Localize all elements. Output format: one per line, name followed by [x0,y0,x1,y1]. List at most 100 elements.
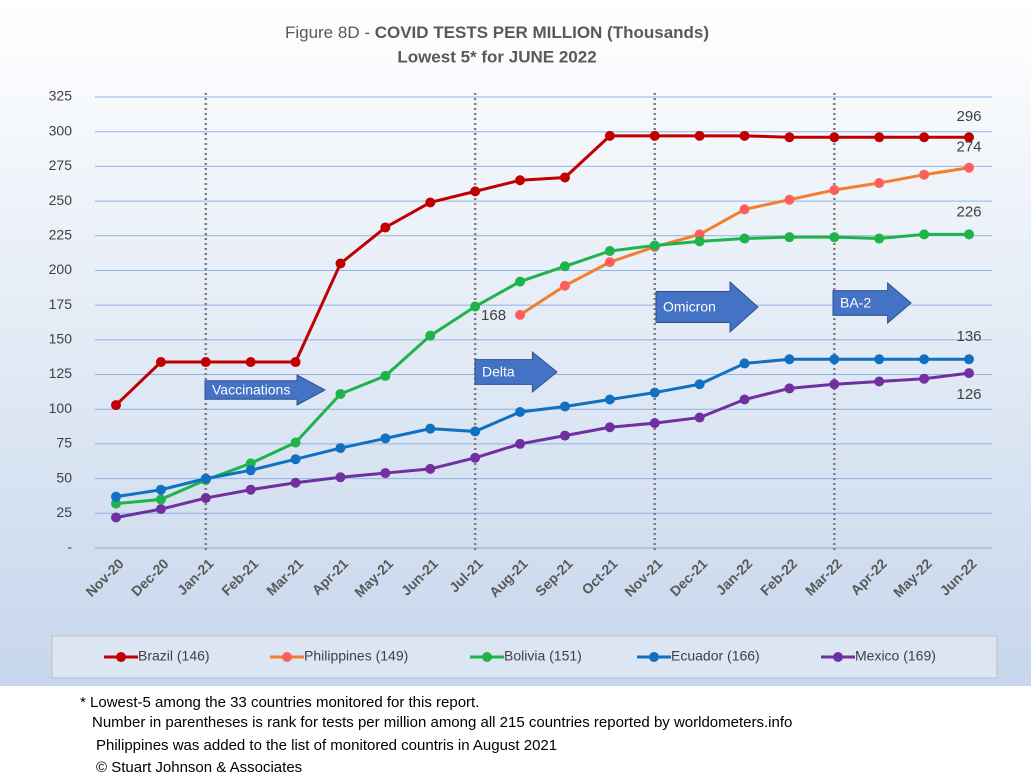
data-point [425,197,436,208]
legend-label: Bolivia (151) [504,648,582,664]
title-prefix: Figure 8D - [285,23,375,42]
data-point [964,354,974,365]
data-point [739,204,750,215]
data-point [874,376,885,387]
footnote: * Lowest-5 among the 33 countries monito… [80,694,479,711]
data-point [470,301,481,312]
data-point [335,258,346,269]
data-point [919,354,930,365]
legend-marker [482,652,492,662]
data-point [380,222,391,233]
event-arrow [474,350,558,394]
data-point [649,387,660,398]
data-point [829,354,840,365]
y-tick-label: 150 [49,331,73,347]
event-arrow [655,280,759,334]
data-point [111,400,121,411]
data-point [515,407,526,418]
y-tick-label: 250 [49,192,73,208]
data-point [829,132,840,143]
data-point [919,229,930,240]
chart-title: Figure 8D - COVID TESTS PER MILLION (Tho… [285,23,709,42]
data-point [964,229,974,240]
data-point [559,261,570,272]
data-point [964,368,974,379]
legend-marker [649,652,659,662]
data-point [919,132,930,143]
y-tick-label: 75 [56,435,72,451]
data-point [874,354,885,365]
series-line [115,371,970,519]
y-tick-label: 175 [49,296,73,312]
data-point [784,132,795,143]
data-point [111,498,121,509]
chart-background [0,0,1031,686]
data-point [155,357,166,368]
footnote: Philippines was added to the list of mon… [96,737,557,754]
data-point [964,132,974,143]
data-point [694,379,705,390]
data-point [739,233,750,244]
data-point [964,162,974,173]
data-point [559,172,570,183]
data-point [335,443,346,454]
data-point [470,452,481,463]
value-label: 136 [956,328,981,345]
y-tick-label: 200 [49,261,73,277]
y-tick-label: 25 [56,504,72,520]
data-point [515,175,526,186]
series-line [114,134,969,407]
data-point [290,477,301,488]
data-point [739,130,750,141]
y-tick-label: 50 [56,469,72,485]
data-point [829,379,840,390]
data-point [829,232,840,243]
y-tick-label: 225 [49,226,73,242]
data-point [649,240,660,251]
data-point [335,388,346,399]
data-point [604,394,615,405]
data-point [604,257,615,268]
data-point [245,465,256,476]
data-point [470,186,481,197]
data-point [874,178,885,189]
data-point [559,280,570,291]
data-point [155,484,166,495]
data-point [604,130,615,141]
data-point [425,423,436,434]
legend-marker [833,652,843,662]
data-point [380,468,391,479]
event-label: Vaccinations [212,382,290,398]
data-point [200,357,211,368]
value-label: 168 [481,307,506,324]
legend-label: Brazil (146) [138,648,210,664]
data-point [649,130,660,141]
data-point [200,493,211,504]
data-point [380,370,391,381]
data-point [784,232,795,243]
data-point [200,473,211,484]
y-tick-label: 325 [49,88,73,104]
data-point [649,418,660,429]
data-point [739,358,750,369]
y-tick-label: - [67,539,72,555]
legend-marker [282,652,292,662]
chart-subtitle: Lowest 5* for JUNE 2022 [397,47,596,66]
y-tick-label: 275 [49,157,73,173]
data-point [155,504,166,515]
value-label: 126 [956,386,981,403]
data-point [425,463,436,474]
event-label: Omicron [663,299,716,315]
data-point [604,246,615,257]
data-point [111,491,121,502]
series-line [115,357,969,499]
value-label: 274 [956,139,981,156]
data-point [559,401,570,412]
data-point [694,412,705,423]
data-point [694,236,705,247]
data-point [155,494,166,505]
data-point [290,454,301,465]
y-tick-label: 100 [49,400,73,416]
data-point [874,132,885,143]
data-point [784,354,795,365]
